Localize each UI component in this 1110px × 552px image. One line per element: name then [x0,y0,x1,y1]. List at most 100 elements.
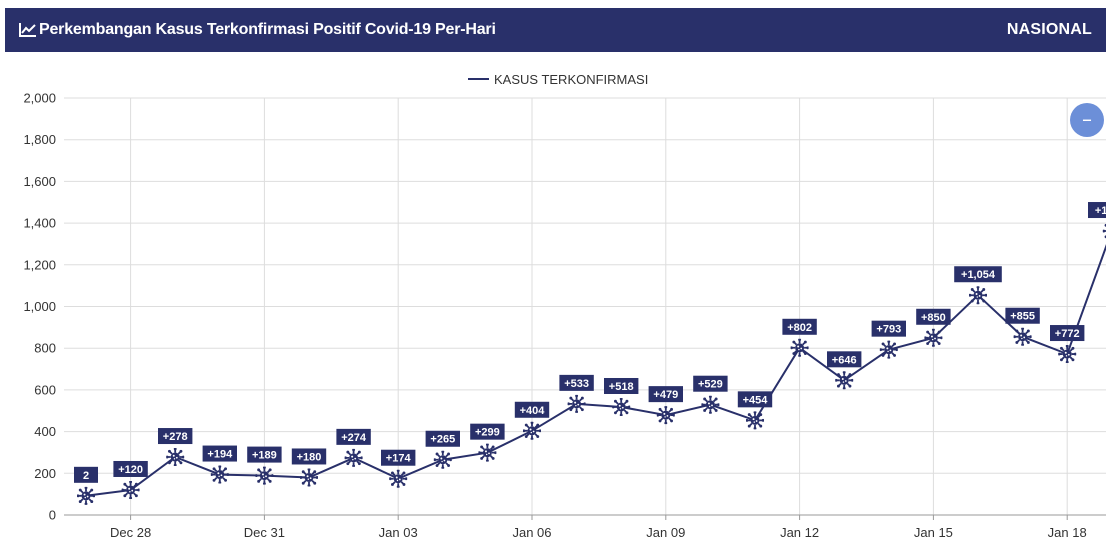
virus-icon [210,465,229,484]
data-label: 2 [83,470,89,482]
y-tick-label: 600 [34,382,56,397]
data-label-box [336,428,371,445]
virus-icon [77,486,95,505]
y-tick-label: 2,000 [23,91,56,106]
data-label-box [559,374,594,391]
data-label-box [381,449,416,466]
virus-icon [1013,327,1032,346]
virus-icon [969,286,987,305]
data-label-box [1050,325,1085,342]
data-label-box [827,351,862,368]
data-label: +278 [163,431,188,443]
data-label-box [604,377,639,394]
data-label: +299 [475,427,500,439]
virus-icon [166,448,185,467]
virus-icon [790,338,809,357]
data-label: +855 [1010,311,1035,323]
virus-icon [656,406,675,425]
y-tick-label: 200 [34,466,56,481]
virus-icon [701,395,720,414]
data-label-box [1005,307,1040,324]
data-label-group: 2 +120 +278 +194 +189 +180 +274 +174 +265 +299 +40… [74,202,1110,483]
data-label-box [247,446,282,463]
legend-label: KASUS TERKONFIRMASI [494,72,648,87]
data-label: +802 [787,322,812,334]
line-chart-icon [19,23,36,37]
data-label-box [737,391,773,408]
virus-icon [121,480,140,499]
y-tick-label: 1,800 [23,132,56,147]
data-label: +518 [609,381,634,393]
header-title-group: Perkembangan Kasus Terkonfirmasi Positif… [19,8,496,52]
data-label-box [291,448,327,465]
x-tick-label: Jan 03 [379,525,418,540]
virus-icon [389,469,408,488]
scope-label: NASIONAL [1006,21,1092,38]
virus-icon [1102,222,1106,241]
y-tick-label: 1,200 [23,257,56,272]
virus-icon [567,394,586,413]
data-label-box [514,401,550,418]
data-label: +189 [252,450,277,462]
data-label: +274 [341,432,367,444]
virus-icon [433,450,452,469]
data-label: +479 [653,389,678,401]
y-tick-label: 400 [34,424,56,439]
data-label-box [1088,202,1106,219]
data-label: +772 [1055,328,1080,340]
grid [64,97,1106,516]
data-label: +120 [118,464,143,476]
virus-icon [344,448,363,467]
virus-icon [523,421,541,440]
chart-header: Perkembangan Kasus Terkonfirmasi Positif… [5,8,1106,52]
data-label-box [202,445,237,462]
virus-icon [612,397,631,416]
data-label-box [693,375,728,392]
x-tick-label: Jan 09 [646,525,685,540]
virus-icon [746,411,764,430]
series-group [77,222,1106,505]
data-label: +646 [832,354,857,366]
data-label: +793 [876,324,901,336]
virus-icon [255,466,274,485]
virus-icon [879,340,898,359]
virus-icon [924,328,943,347]
virus-icon [1058,345,1077,364]
data-label: +850 [921,312,946,324]
data-label-box [425,430,460,447]
x-tick-label: Jan 06 [512,525,551,540]
data-label-box [648,386,683,403]
y-tick-label: 0 [49,508,56,523]
data-label: +529 [698,379,723,391]
virus-icon [835,371,854,390]
data-label-box [470,423,505,440]
virus-icon [300,468,318,487]
y-tick-label: 1,000 [23,299,56,314]
data-label-box [113,460,148,477]
data-label: +265 [430,434,455,446]
data-label-box [871,320,906,337]
data-label-box [954,266,1002,283]
zoom-out-button[interactable]: – [1070,103,1104,137]
data-label-box [916,308,951,325]
legend: KASUS TERKONFIRMASI [468,72,648,87]
data-label-box [782,318,817,335]
data-label-box [158,428,193,445]
y-tick-label: 1,600 [23,174,56,189]
y-tick-label: 800 [34,341,56,356]
data-label: +404 [520,405,546,417]
data-label: +194 [207,449,233,461]
x-tick-label: Jan 12 [780,525,819,540]
data-label: +1,054 [961,269,996,281]
data-label: +174 [386,453,412,465]
minus-icon: – [1082,107,1092,131]
x-tick-label: Jan 18 [1048,525,1087,540]
y-tick-label: 1,400 [23,216,56,231]
x-tick-label: Jan 15 [914,525,953,540]
data-label: +1,362 [1095,205,1110,217]
data-label: +533 [564,378,589,390]
page-title: Perkembangan Kasus Terkonfirmasi Positif… [39,21,496,38]
x-tick-label: Dec 31 [244,525,285,540]
data-label: +180 [297,451,322,463]
